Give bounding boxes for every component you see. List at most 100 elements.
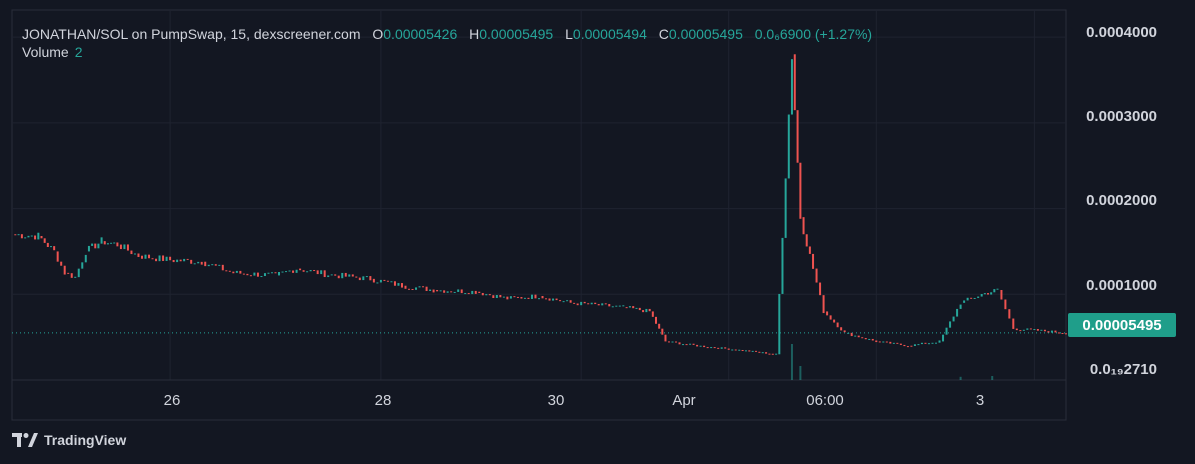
candle [931, 342, 934, 344]
candle [734, 349, 737, 351]
candle [857, 335, 860, 338]
candle [840, 327, 843, 331]
candle [775, 353, 778, 355]
candle [942, 334, 945, 342]
candle [471, 290, 474, 295]
candle [404, 285, 407, 289]
candle [330, 274, 333, 276]
x-tick-label: 3 [975, 392, 985, 409]
candle [661, 328, 664, 335]
candle [295, 269, 298, 273]
candle [935, 342, 938, 344]
candle [1000, 290, 1003, 300]
candle [77, 268, 80, 278]
candle [155, 258, 158, 262]
candle [566, 300, 569, 302]
candle [176, 259, 179, 263]
candle [474, 290, 477, 294]
candle [450, 291, 453, 293]
candle [302, 270, 305, 272]
candle [288, 270, 291, 272]
candle [151, 258, 154, 260]
candle [204, 261, 207, 267]
candle [516, 296, 519, 298]
candle [559, 300, 562, 302]
candle [341, 272, 344, 279]
candle [232, 271, 235, 274]
candle [94, 243, 97, 249]
candle [632, 306, 635, 309]
candle [608, 303, 611, 307]
candle [996, 288, 999, 290]
x-tick-label: 06:00 [806, 392, 844, 409]
candle [805, 234, 808, 247]
legend-close-value: 0.00005495 [668, 26, 743, 42]
candle [875, 340, 878, 343]
candle [383, 279, 386, 281]
candle [892, 342, 895, 344]
candle [938, 340, 941, 343]
candle [993, 289, 996, 293]
candle [692, 343, 695, 345]
candle [249, 275, 252, 277]
tradingview-brand[interactable]: TradingView [12, 432, 126, 448]
candle [148, 254, 151, 259]
candle [983, 293, 986, 295]
legend-close-label: C [658, 26, 669, 42]
candle [81, 262, 84, 269]
candle [285, 271, 288, 273]
candle [924, 342, 927, 344]
candle [91, 243, 94, 246]
candle [768, 353, 771, 355]
candle [576, 303, 579, 306]
candle [781, 237, 784, 294]
y-tick-label: 0.0₁₉2710 [1089, 361, 1157, 378]
legend-low-value: 0.00005494 [572, 26, 647, 42]
candle [274, 272, 277, 274]
candle [761, 352, 764, 354]
candle [49, 246, 52, 248]
candle [179, 259, 182, 262]
candle [802, 217, 805, 235]
candle [263, 273, 266, 277]
candle [618, 305, 621, 307]
candle [590, 302, 593, 305]
candle [580, 301, 583, 306]
candle [158, 255, 161, 262]
candle [488, 294, 491, 296]
candle [864, 338, 867, 340]
candle [506, 296, 509, 300]
candle [429, 289, 432, 291]
candle [545, 298, 548, 300]
candle [393, 281, 396, 286]
tradingview-logo-icon [12, 433, 38, 447]
candle [555, 298, 558, 301]
volume-label: Volume [22, 44, 69, 60]
candle [309, 270, 312, 272]
plot-area [11, 9, 1067, 421]
candle [56, 251, 59, 262]
candle [628, 306, 631, 308]
candle [103, 241, 106, 245]
volume-value: 2 [74, 44, 83, 60]
candle [896, 342, 899, 344]
candle [87, 245, 90, 252]
candle [74, 276, 77, 278]
candle [464, 293, 467, 295]
candle [548, 298, 551, 301]
candle [499, 294, 502, 298]
candle [260, 276, 263, 278]
candle [903, 344, 906, 347]
candle [583, 301, 586, 304]
candle [1012, 318, 1015, 329]
candle [945, 327, 948, 335]
candle [738, 349, 741, 351]
candle [365, 276, 368, 278]
candle [1061, 333, 1064, 335]
candle [751, 350, 754, 352]
candle [376, 282, 379, 284]
candle [651, 311, 654, 317]
candle [966, 297, 969, 301]
candle [270, 272, 273, 274]
